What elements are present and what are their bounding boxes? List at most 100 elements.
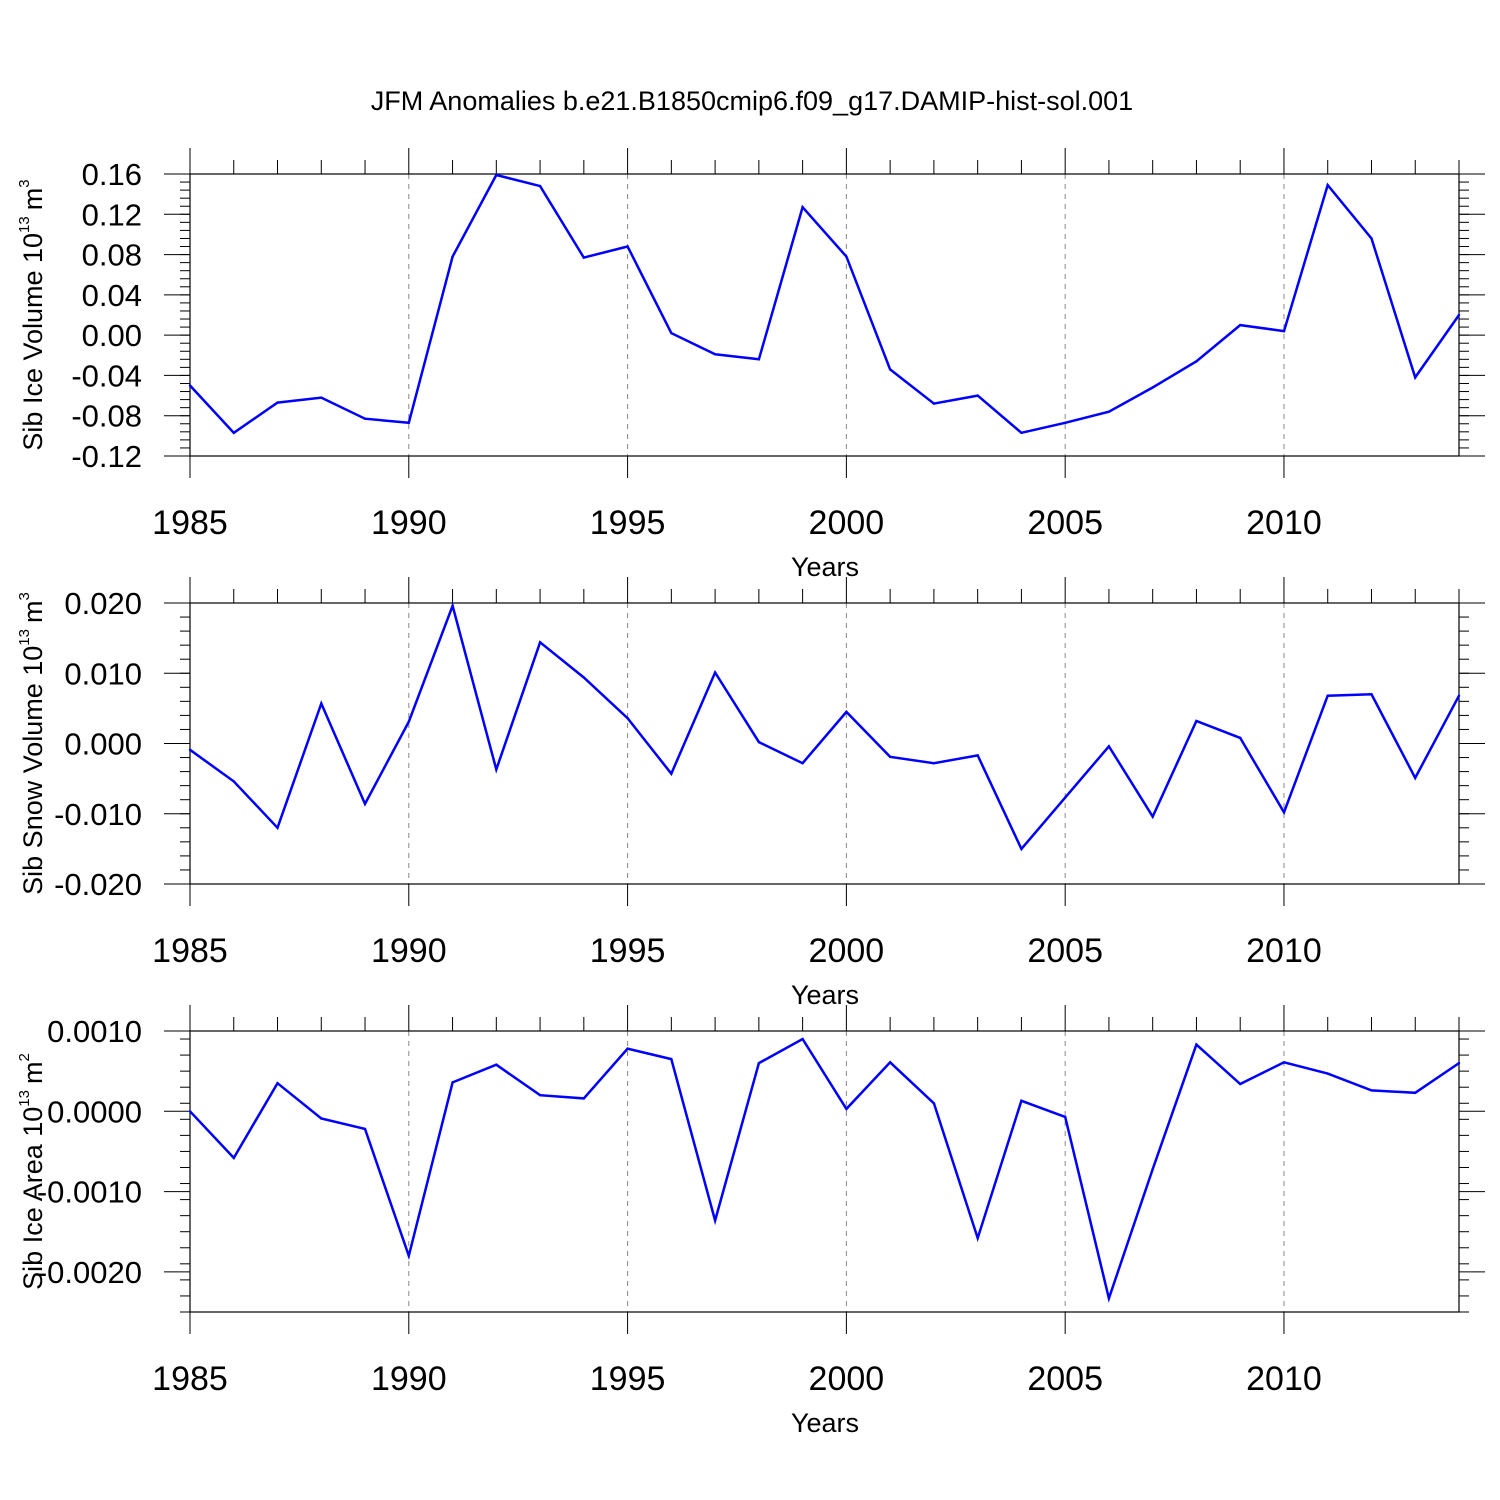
data-point-2005 (1063, 1115, 1067, 1119)
x-tick-label: 2000 (809, 932, 885, 970)
y-axis-label-unit: m (18, 188, 48, 211)
data-point-2005 (1063, 421, 1067, 424)
data-point-2013 (1414, 376, 1417, 379)
data-point-2012 (1370, 693, 1373, 696)
data-point-2007 (1151, 1167, 1154, 1171)
y-axis-label-unit-exponent: 3 (16, 179, 33, 187)
data-point-1991 (451, 1081, 454, 1084)
y-tick-label: -0.010 (54, 797, 142, 832)
data-point-1987 (276, 1081, 279, 1085)
data-point-1998 (757, 740, 761, 744)
data-point-1986 (232, 431, 235, 435)
data-point-2014 (1457, 694, 1461, 697)
data-point-2010 (1282, 329, 1286, 333)
data-point-2006 (1107, 745, 1111, 748)
data-point-2005 (1063, 796, 1067, 799)
x-tick-label: 1990 (371, 1360, 447, 1398)
x-axis-label: Years (791, 1408, 859, 1438)
data-point-1987 (276, 401, 279, 404)
series-line (189, 601, 1461, 852)
ice-area-panel: -0.0020 -0.0010 0.0000 0.0010 1985 1990 1995 20… (16, 1005, 1485, 1438)
data-point-2008 (1195, 360, 1198, 363)
series-line (189, 173, 1461, 435)
data-point-1986 (232, 780, 235, 783)
snow-volume-panel: -0.020 -0.010 0.000 0.010 0.020 1985 1990 1995 2… (16, 577, 1485, 1010)
data-point-1992 (495, 768, 498, 771)
x-tick-label: 1995 (590, 932, 666, 970)
y-tick-label: 0.08 (82, 238, 142, 273)
x-tick-label: 2005 (1027, 932, 1103, 970)
data-point-1996 (670, 331, 673, 335)
data-point-1999 (801, 206, 804, 209)
data-point-1995 (626, 717, 629, 720)
data-point-2011 (1326, 694, 1329, 697)
y-axis-label-text: Sib Ice Area 10 (18, 1107, 48, 1290)
data-point-2014 (1457, 1061, 1461, 1065)
y-tick-label: -0.04 (71, 358, 142, 393)
y-tick-label: 0.0010 (47, 1014, 142, 1049)
y-axis-label-text: Sib Ice Volume 10 (18, 233, 48, 451)
y-axis-label: Sib Ice Area 1013 m2 (16, 1053, 48, 1290)
data-point-1997 (713, 1219, 717, 1222)
data-point-2009 (1239, 1082, 1242, 1086)
x-tick-label: 1990 (371, 932, 447, 970)
y-tick-label: 0.12 (82, 197, 142, 232)
y-tick-label: -0.020 (54, 867, 142, 902)
y-axis-label-exponent: 13 (16, 1090, 33, 1107)
data-point-1995 (626, 245, 629, 248)
y-axis-label-unit-exponent: 2 (16, 1053, 33, 1061)
data-point-2000 (845, 710, 848, 714)
x-tick-label: 2010 (1246, 504, 1322, 542)
data-point-2003 (976, 754, 979, 757)
data-point-2002 (932, 1102, 936, 1105)
data-point-1985 (188, 384, 192, 387)
y-tick-label: 0.0000 (47, 1094, 142, 1129)
y-axis-label-exponent: 13 (16, 216, 33, 233)
data-point-2013 (1414, 776, 1417, 780)
data-point-1999 (801, 1037, 804, 1041)
chart-title: JFM Anomalies b.e21.B1850cmip6.f09_g17.D… (371, 86, 1133, 116)
x-tick-label: 1995 (590, 504, 666, 542)
data-point-1988 (320, 396, 323, 399)
data-point-1986 (232, 1156, 235, 1160)
data-point-1985 (188, 748, 192, 752)
x-tick-label: 2005 (1027, 1360, 1103, 1398)
data-point-1998 (757, 1061, 761, 1065)
y-axis-label-text: Sib Snow Volume 10 (18, 646, 48, 895)
x-tick-label: 2010 (1246, 1360, 1322, 1398)
data-point-1989 (363, 802, 367, 806)
data-point-2007 (1151, 815, 1154, 818)
data-point-1994 (582, 256, 586, 259)
data-point-2006 (1107, 410, 1111, 413)
x-tick-label: 1985 (152, 932, 228, 970)
ice-volume-panel: -0.12 -0.08 -0.04 0.00 0.04 0.08 0.12 0.16 1985 1… (16, 148, 1485, 582)
y-tick-label: 0.04 (82, 278, 142, 313)
data-point-2001 (888, 1061, 892, 1064)
y-tick-label: 0.16 (82, 157, 142, 192)
data-point-1993 (538, 1094, 542, 1097)
data-point-2000 (845, 255, 848, 258)
data-point-2002 (932, 761, 936, 765)
data-point-2002 (932, 402, 936, 405)
plot-frame (189, 173, 1460, 457)
data-point-2008 (1195, 719, 1198, 723)
data-point-2012 (1370, 1089, 1373, 1092)
y-tick-label: 0.010 (64, 656, 142, 691)
data-point-1988 (320, 702, 323, 705)
data-point-1997 (713, 353, 717, 356)
x-tick-label: 2000 (809, 1360, 885, 1398)
data-point-2004 (1020, 847, 1023, 851)
data-point-1993 (538, 184, 542, 188)
data-point-2001 (888, 368, 892, 371)
y-tick-label: -0.0010 (37, 1175, 142, 1210)
series-line (189, 1037, 1460, 1303)
y-tick-label: 0.000 (64, 727, 142, 762)
data-point-2013 (1414, 1091, 1417, 1095)
data-point-1996 (670, 772, 673, 775)
x-tick-label: 1990 (371, 504, 447, 542)
data-point-1991 (451, 255, 454, 258)
data-point-1990 (407, 421, 410, 424)
data-point-2004 (1020, 431, 1023, 435)
data-point-2006 (1107, 1297, 1111, 1300)
data-point-1987 (276, 826, 279, 829)
